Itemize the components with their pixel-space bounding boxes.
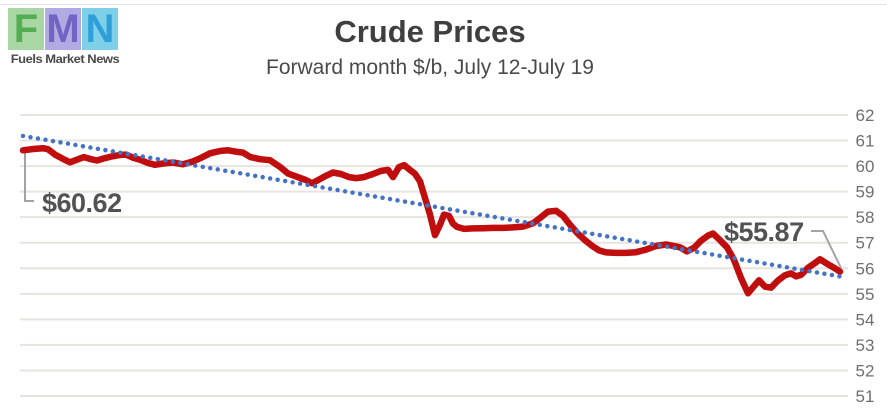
- y-axis-tick-label: 53: [856, 336, 875, 355]
- trend-line: [20, 133, 846, 280]
- logo-letter-m: M: [45, 7, 81, 51]
- y-axis-tick-label: 61: [856, 132, 875, 151]
- y-axis-tick-label: 58: [856, 208, 875, 227]
- y-axis-tick-label: 60: [856, 157, 875, 176]
- y-axis-tick-label: 56: [856, 259, 875, 278]
- y-axis-tick-label: 51: [856, 387, 875, 406]
- logo-letter-n: N: [82, 8, 118, 50]
- y-axis-tick-label: 59: [856, 183, 875, 202]
- y-axis-tick-label: 55: [856, 285, 875, 304]
- end-price-leader-line: [811, 230, 842, 269]
- start-price-leader-line: [24, 152, 34, 202]
- y-axis-tick-label: 62: [856, 106, 875, 125]
- y-axis-tick-label: 54: [856, 310, 875, 329]
- y-axis-tick-label: 57: [856, 234, 875, 253]
- fmn-logo-letters: F M N: [8, 8, 122, 50]
- y-axis-tick-label: 52: [856, 361, 875, 380]
- top-edge-strip: [0, 0, 887, 5]
- logo-caption: Fuels Market News: [8, 50, 122, 68]
- price-line: [19, 144, 844, 297]
- logo-letter-f: F: [8, 8, 44, 50]
- fmn-logo: F M N Fuels Market News: [8, 8, 122, 68]
